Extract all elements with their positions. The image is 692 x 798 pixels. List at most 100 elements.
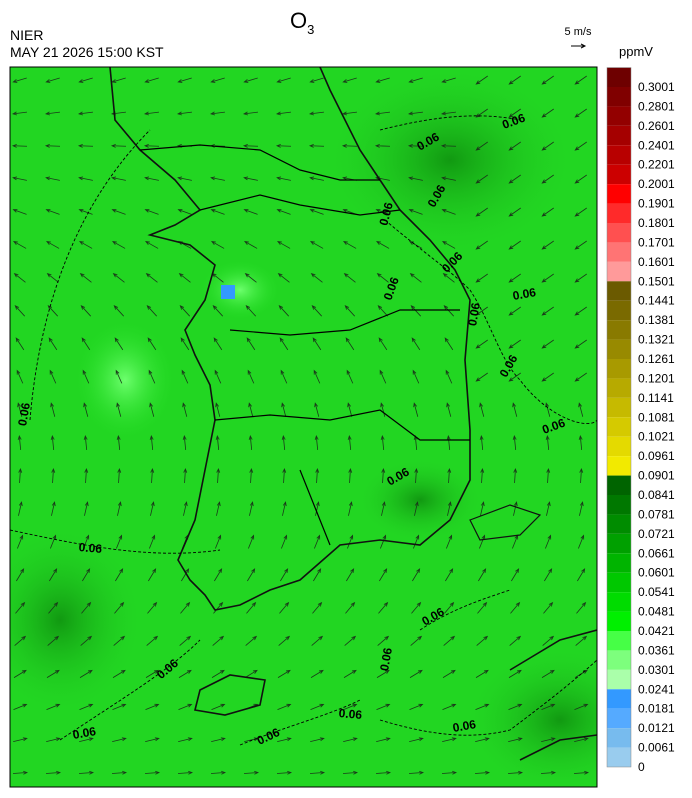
wind-arrow [410,305,422,317]
wind-arrow [343,669,357,678]
wind-arrow [111,77,126,83]
colorbar-label: 0.0481 [638,605,675,619]
wind-arrow [573,770,590,775]
title-main: O [290,8,307,33]
wind-arrow [50,534,57,549]
wind-arrow [410,635,423,646]
wind-arrow [149,402,155,417]
wind-arrow [116,534,123,549]
colorbar-label: 0.0901 [638,469,675,483]
wind-arrow [81,337,91,351]
wind-arrow [49,369,57,384]
wind-arrow [508,703,523,711]
map-frame [9,66,598,788]
wind-arrow [341,143,358,148]
wind-arrow [213,337,223,351]
colorbar-swatch [607,728,631,748]
colorbar-frame [606,67,632,768]
wind-arrow [345,337,355,351]
wind-arrow [376,272,389,283]
wind-arrow [277,272,290,283]
wind-arrow [511,568,520,582]
wind-arrow [442,272,455,283]
wind-arrow [309,111,324,116]
wind-arrow [312,601,323,614]
wind-arrow [179,635,192,646]
wind-arrow [376,737,391,742]
colorbar-swatch [607,164,631,185]
wind-arrow [309,176,324,181]
wind-arrow [342,111,357,116]
wind-arrow [83,402,89,417]
wind-arrow [78,176,93,181]
wind-arrow [79,669,93,678]
wind-arrow [114,337,124,351]
wind-arrow [113,635,126,646]
wind-arrow [578,435,583,451]
wind-arrow [445,369,453,384]
wind-arrow [442,241,456,249]
wind-arrow [480,467,485,484]
map-area: 0.060.060.060.060.060.060.060.060.060.06… [10,67,597,787]
wind-arrow [46,241,60,249]
wind-arrow [480,501,485,516]
wind-arrow [244,272,257,283]
wind-arrow [13,703,28,711]
colorbar-label: 0.1261 [638,352,675,366]
wind-arrow [277,703,292,711]
wind-arrow [479,402,485,417]
wind-arrow [214,568,223,582]
wind-arrow [80,305,92,317]
colorbar-swatch [607,397,631,418]
wind-arrow [444,337,454,351]
wind-arrow [83,435,88,451]
wind-arrow [278,305,290,317]
wind-arrow [476,635,489,646]
wind-arrow [409,272,422,283]
wind-arrow [50,435,55,451]
colorbar-label: 0.1081 [638,410,675,424]
wind-arrow [46,669,60,678]
wind-arrows [11,75,590,775]
wind-arrow [541,108,554,118]
colorbar-swatch [607,708,631,729]
wind-arrow [216,501,221,516]
wind-arrow [541,240,554,250]
wind-arrow [276,176,291,181]
wind-arrow [578,402,584,417]
wind-arrow [575,635,588,646]
wind-arrow [143,143,160,148]
contour-lines [10,115,597,746]
wind-arrow [412,369,420,384]
wind-arrow [342,770,359,775]
wind-arrow [249,467,254,484]
colorbar-label: 0.2401 [638,138,675,152]
wind-arrow [541,273,554,283]
colorbar-swatch [607,359,631,379]
wind-arrow [381,501,386,516]
wind-arrow [177,111,192,116]
wind-arrow [574,108,587,118]
wind-arrow [82,568,91,582]
wind-arrow [247,369,255,384]
wind-arrow [275,143,292,148]
wind-arrow [280,568,289,582]
wind-arrow [541,306,554,316]
wind-arrow [346,369,354,384]
wind-arrow [408,176,423,181]
colorbar-label: 0.1801 [638,216,675,230]
wind-arrow [281,435,286,451]
wind-arrow [82,369,90,384]
wind-arrow [177,77,192,83]
wind-arrow [577,568,586,582]
contour-label: 0.06 [465,301,483,327]
colorbar-swatch [607,572,631,593]
colorbar-swatch [607,281,631,301]
colorbar-swatch [607,223,631,243]
wind-arrow [211,669,225,678]
wind-arrow [412,568,421,582]
wind-arrow [443,635,456,646]
wind-arrow [276,111,291,116]
wind-arrow [12,770,29,775]
title: O3 [290,8,314,37]
